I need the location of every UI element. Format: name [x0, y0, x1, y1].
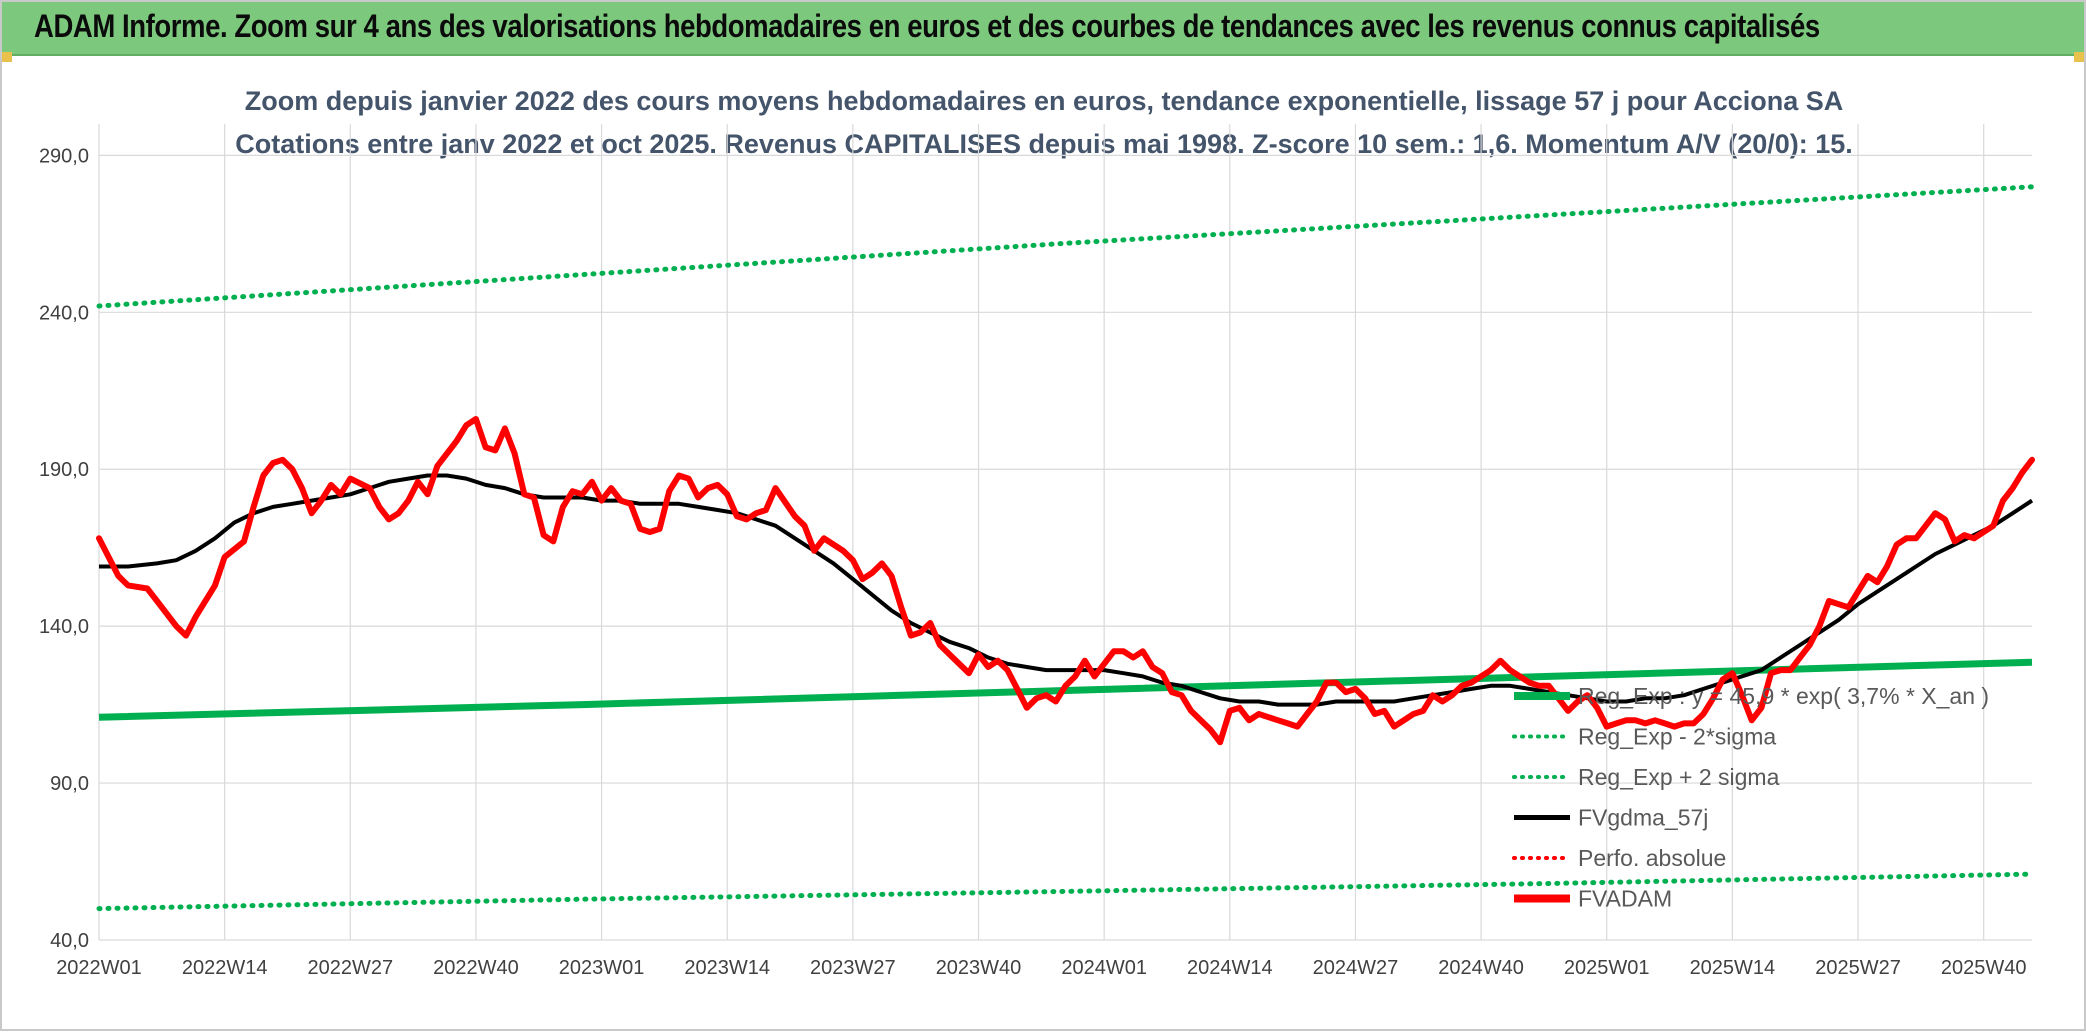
x-tick-label: 2022W01	[56, 957, 142, 979]
banner-title: ADAM Informe. Zoom sur 4 ans des valoris…	[34, 8, 1820, 44]
legend-label: Reg_Exp : y = 45,9 * exp( 3,7% * X_an )	[1578, 683, 1989, 709]
y-tick-label: 140,0	[39, 616, 89, 638]
legend: Reg_Exp : y = 45,9 * exp( 3,7% * X_an ) R…	[1512, 683, 1989, 912]
series-fvadam	[96, 416, 2035, 746]
x-tick-label: 2024W01	[1061, 957, 1147, 979]
legend-label: Reg_Exp - 2*sigma	[1578, 724, 1776, 750]
y-tick-label: 40,0	[50, 930, 89, 952]
y-tick-label: 290,0	[39, 145, 89, 167]
series-fvgdma-57j	[99, 473, 2034, 707]
x-tick-label: 2022W40	[433, 957, 519, 979]
x-tick-label: 2025W14	[1690, 957, 1776, 979]
chart-title: Zoom depuis janvier 2022 des cours moyen…	[245, 86, 1844, 116]
series-reg-exp-minus-2sigma	[96, 871, 2035, 912]
x-tick-label: 2023W40	[936, 957, 1022, 979]
y-tick-label: 240,0	[39, 302, 89, 324]
x-tick-label: 2022W14	[182, 957, 268, 979]
chart-subtitle: Cotations entre janv 2022 et oct 2025. R…	[235, 129, 1853, 159]
series-layer	[96, 184, 2035, 912]
x-tick-label: 2024W27	[1313, 957, 1399, 979]
x-axis: 2022W01 2022W14 2022W27 2022W40 2023W01 2023W…	[56, 957, 2026, 979]
x-tick-label: 2023W01	[559, 957, 645, 979]
corner-marker-left	[2, 52, 12, 62]
legend-label: FVADAM	[1578, 886, 1672, 912]
legend-label: FVgdma_57j	[1578, 805, 1708, 831]
banner: ADAM Informe. Zoom sur 4 ans des valoris…	[2, 2, 2084, 56]
x-tick-label: 2024W40	[1438, 957, 1524, 979]
x-tick-label: 2022W27	[307, 957, 393, 979]
legend-label: Perfo. absolue	[1578, 845, 1726, 871]
corner-marker-right	[2074, 52, 2084, 62]
series-reg-exp-plus-2sigma	[96, 184, 2035, 309]
legend-label: Reg_Exp + 2 sigma	[1578, 764, 1780, 790]
x-tick-label: 2024W14	[1187, 957, 1273, 979]
grid-lines	[98, 124, 2032, 941]
x-tick-label: 2023W14	[684, 957, 770, 979]
x-tick-label: 2025W27	[1815, 957, 1901, 979]
y-tick-label: 90,0	[50, 773, 89, 795]
x-tick-label: 2023W27	[810, 957, 896, 979]
x-tick-label: 2025W40	[1941, 957, 2027, 979]
y-tick-label: 190,0	[39, 459, 89, 481]
y-axis: 40,0 90,0 140,0 190,0 240,0 290,0	[39, 145, 89, 952]
x-tick-label: 2025W01	[1564, 957, 1650, 979]
